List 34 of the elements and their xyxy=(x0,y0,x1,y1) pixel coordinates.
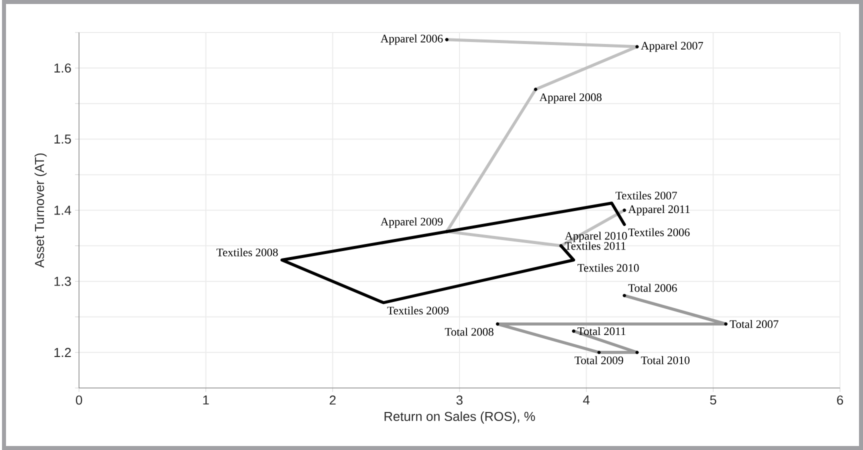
annotation: Textiles 2009 xyxy=(387,306,449,314)
x-tick-label: 5 xyxy=(710,396,716,405)
annotation: Apparel 2006 xyxy=(380,34,443,45)
x-tick-label: 3 xyxy=(456,396,463,405)
annotation: Apparel 2011 xyxy=(628,205,690,216)
annotation: Total 2011 xyxy=(578,327,626,336)
y-tick-label: 1.4 xyxy=(54,206,72,215)
annotation: Total 2010 xyxy=(640,356,690,364)
annotation: Total 2006 xyxy=(628,284,677,292)
annotation: Apparel 2010 xyxy=(564,232,627,242)
annotation: Apparel 2008 xyxy=(539,93,602,104)
annotation: Total 2007 xyxy=(730,320,778,328)
annotation: Textiles 2006 xyxy=(628,228,690,236)
annotation: Total 2008 xyxy=(444,328,494,336)
y-tick-label: 1.2 xyxy=(54,348,71,357)
y-tick-label: 1.6 xyxy=(54,63,71,73)
annotation: Apparel 2009 xyxy=(380,217,443,228)
annotation: Textiles 2011 xyxy=(564,242,626,250)
y-tick-label: 1.5 xyxy=(54,134,71,144)
x-tick-label: 2 xyxy=(330,396,336,405)
annotation: Textiles 2008 xyxy=(216,248,278,256)
y-tick-label: 1.3 xyxy=(54,276,71,286)
annotation: Textiles 2007 xyxy=(616,191,677,200)
y-axis-title: Asset Turnover (AT) xyxy=(34,153,47,268)
annotation: Apparel 2007 xyxy=(640,42,704,52)
line-series xyxy=(496,294,728,354)
x-tick-label: 6 xyxy=(837,396,844,405)
x-axis-title: Return on Sales (ROS), % xyxy=(384,412,535,424)
point xyxy=(559,244,563,248)
annotation: Total 2009 xyxy=(574,356,624,364)
annotation: Textiles 2010 xyxy=(578,264,639,272)
x-tick-label: 1 xyxy=(203,396,209,404)
x-tick-label: 4 xyxy=(583,396,590,404)
x-tick-label: 0 xyxy=(76,396,82,405)
